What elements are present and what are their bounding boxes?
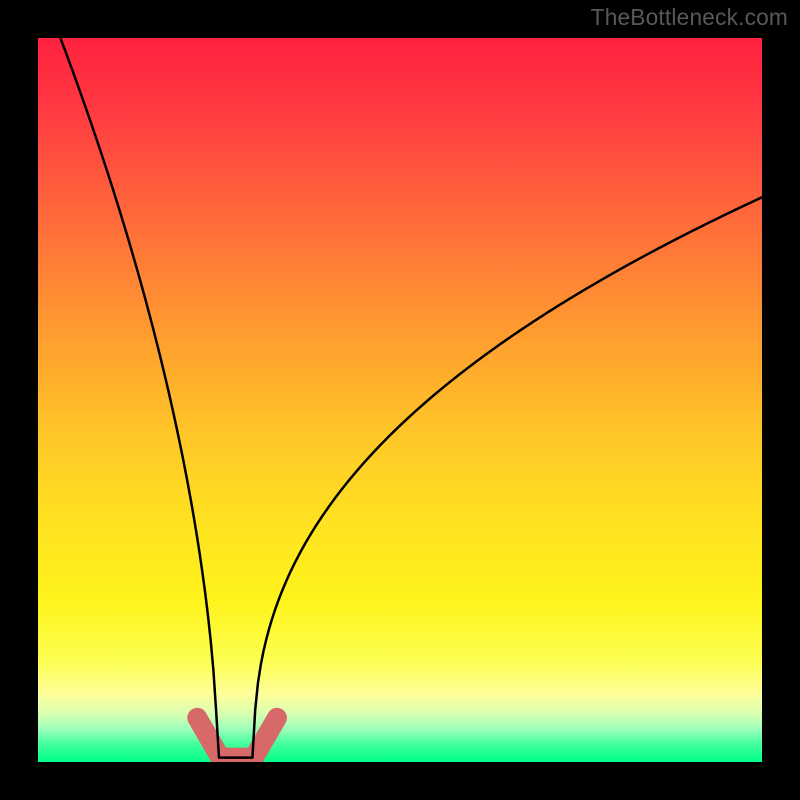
- chart-stage: TheBottleneck.com: [0, 0, 800, 800]
- chart-svg: [0, 0, 800, 800]
- chart-background: [38, 38, 762, 762]
